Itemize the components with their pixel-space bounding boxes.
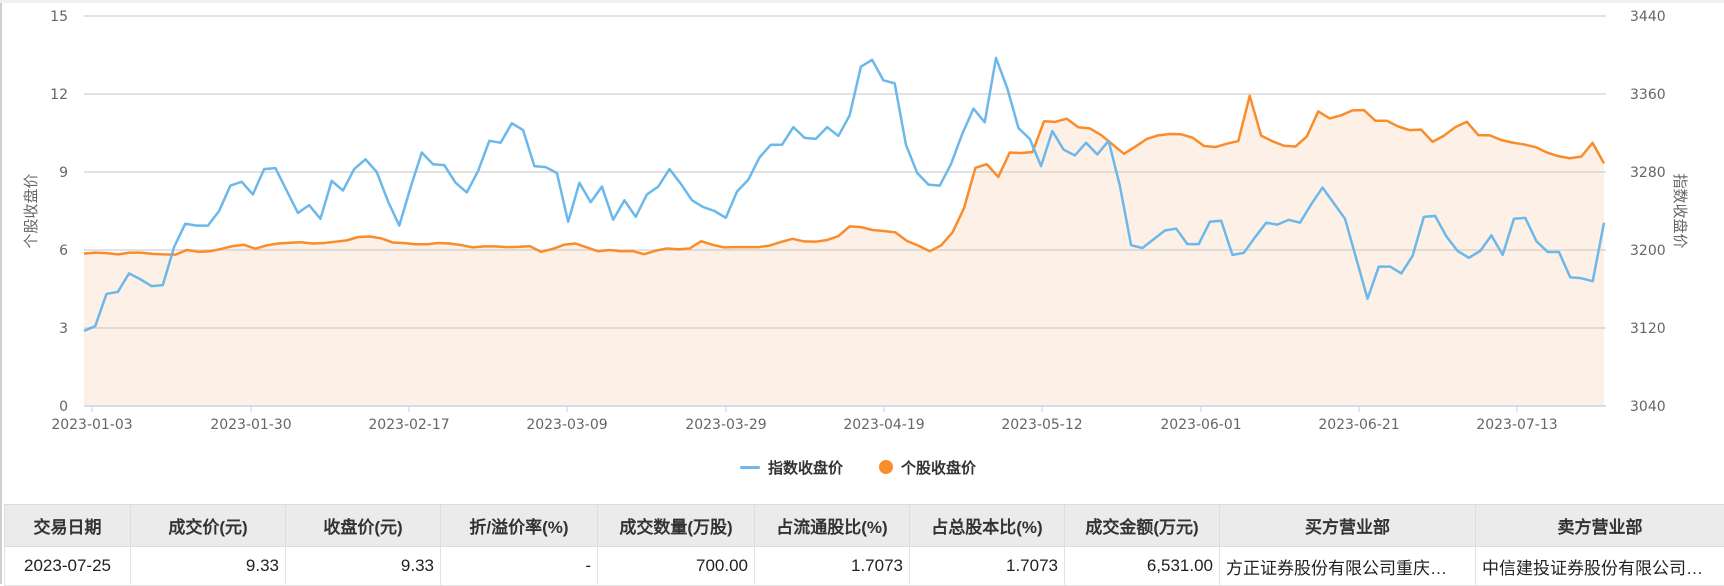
left-axis: 0 3 6 9 12 15 <box>50 9 68 415</box>
table-row[interactable]: 2023-07-25 9.33 9.33 - 700.00 1.7073 1.7… <box>5 547 1724 586</box>
col-amount[interactable]: 成交金额(万元) <box>1065 505 1220 547</box>
col-float-ratio[interactable]: 占流通股比(%) <box>755 505 910 547</box>
col-seller-branch[interactable]: 卖方营业部 <box>1476 505 1724 547</box>
svg-text:15: 15 <box>50 9 68 25</box>
svg-text:2023-06-21: 2023-06-21 <box>1318 417 1399 433</box>
svg-text:3360: 3360 <box>1630 87 1666 103</box>
cell-deal-price: 9.33 <box>131 547 286 586</box>
cell-amount: 6,531.00 <box>1065 547 1220 586</box>
svg-text:9: 9 <box>59 165 68 181</box>
cell-seller-branch[interactable]: 中信建投证券股份有限公司… <box>1476 547 1724 586</box>
svg-text:3440: 3440 <box>1630 9 1666 25</box>
col-deal-price[interactable]: 成交价(元) <box>131 505 286 547</box>
left-axis-title: 个股收盘价 <box>22 173 40 248</box>
svg-text:2023-02-17: 2023-02-17 <box>368 417 449 433</box>
svg-text:2023-03-29: 2023-03-29 <box>685 417 766 433</box>
col-close-price[interactable]: 收盘价(元) <box>286 505 441 547</box>
svg-text:6: 6 <box>59 243 68 259</box>
cell-buyer-branch[interactable]: 方正证券股份有限公司重庆… <box>1220 547 1476 586</box>
col-total-ratio[interactable]: 占总股本比(%) <box>910 505 1065 547</box>
svg-text:2023-07-13: 2023-07-13 <box>1476 417 1557 433</box>
legend-item-index-close[interactable]: 指数收盘价 <box>740 457 843 478</box>
svg-text:3040: 3040 <box>1630 399 1666 415</box>
line-marker-icon <box>740 466 760 469</box>
block-trade-table: 交易日期 成交价(元) 收盘价(元) 折/溢价率(%) 成交数量(万股) 占流通… <box>4 504 1724 586</box>
legend-label-index-close: 指数收盘价 <box>768 457 843 478</box>
cell-float-ratio: 1.7073 <box>755 547 910 586</box>
svg-text:0: 0 <box>59 399 68 415</box>
svg-text:2023-01-30: 2023-01-30 <box>210 417 291 433</box>
svg-text:12: 12 <box>50 87 68 103</box>
svg-text:2023-06-01: 2023-06-01 <box>1160 417 1241 433</box>
col-premium-rate[interactable]: 折/溢价率(%) <box>441 505 598 547</box>
x-axis: 2023-01-03 2023-01-30 2023-02-17 2023-03-09… <box>51 406 1557 433</box>
svg-text:2023-01-03: 2023-01-03 <box>51 417 132 433</box>
col-trade-date[interactable]: 交易日期 <box>5 505 131 547</box>
svg-text:3280: 3280 <box>1630 165 1666 181</box>
cell-total-ratio: 1.7073 <box>910 547 1065 586</box>
dot-marker-icon <box>879 460 893 474</box>
svg-text:2023-04-19: 2023-04-19 <box>843 417 924 433</box>
svg-text:2023-05-12: 2023-05-12 <box>1001 417 1082 433</box>
right-axis: 3040 3120 3200 3280 3360 3440 <box>1630 9 1666 415</box>
cell-premium-rate: - <box>441 547 598 586</box>
col-volume[interactable]: 成交数量(万股) <box>598 505 755 547</box>
svg-text:3200: 3200 <box>1630 243 1666 259</box>
table-header-row: 交易日期 成交价(元) 收盘价(元) 折/溢价率(%) 成交数量(万股) 占流通… <box>5 505 1724 547</box>
price-comparison-chart[interactable]: 0 3 6 9 12 15 3040 3120 3200 3280 3360 3440 个股收盘价 指数收… <box>0 0 1724 450</box>
col-buyer-branch[interactable]: 买方营业部 <box>1220 505 1476 547</box>
cell-volume: 700.00 <box>598 547 755 586</box>
legend-label-stock-close: 个股收盘价 <box>901 457 976 478</box>
cell-close-price: 9.33 <box>286 547 441 586</box>
legend-item-stock-close[interactable]: 个股收盘价 <box>879 457 976 478</box>
cell-trade-date: 2023-07-25 <box>5 547 131 586</box>
svg-text:3: 3 <box>59 321 68 337</box>
svg-text:2023-03-09: 2023-03-09 <box>526 417 607 433</box>
chart-legend: 指数收盘价 个股收盘价 <box>740 455 976 479</box>
right-axis-title: 指数收盘价 <box>1671 173 1689 248</box>
svg-text:3120: 3120 <box>1630 321 1666 337</box>
